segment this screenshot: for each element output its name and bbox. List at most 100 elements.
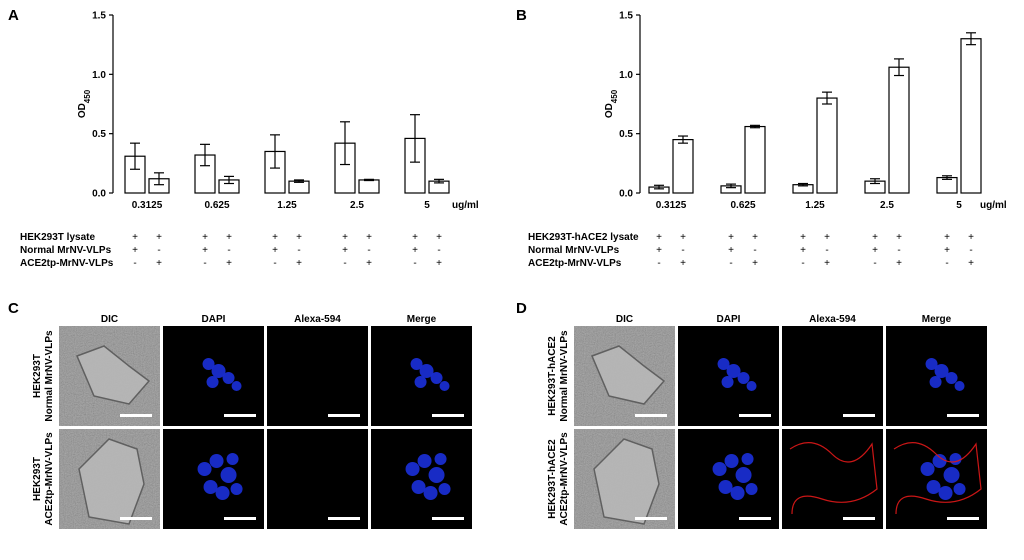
micrograph-alexa [267, 326, 368, 426]
micrograph-merge [371, 429, 472, 529]
nucleus [411, 480, 426, 494]
nucleus [226, 453, 239, 465]
micrograph-dic [574, 429, 675, 529]
scale-bar [224, 414, 256, 417]
nucleus [423, 486, 438, 500]
condition-sign: - [157, 245, 160, 256]
x-tick-label: 5 [956, 200, 962, 211]
scale-bar [843, 414, 875, 417]
micrograph-merge [371, 326, 472, 426]
cell-outline [593, 438, 660, 525]
condition-sign: - [133, 258, 136, 269]
micrograph-dapi [163, 429, 264, 529]
nucleus [438, 483, 451, 495]
nucleus [202, 358, 215, 370]
bar [960, 38, 982, 194]
scale-bar [328, 414, 360, 417]
column-header-merge: Merge [407, 314, 437, 325]
nucleus [934, 364, 949, 378]
y-tick-label: 1.0 [619, 70, 633, 81]
bar [672, 139, 694, 194]
nucleus [945, 372, 958, 384]
column-header-merge: Merge [922, 314, 952, 325]
x-tick-label: 0.3125 [656, 200, 687, 211]
condition-sign: + [680, 232, 686, 243]
condition-sign: + [728, 232, 734, 243]
row-label: HEK293TACE2tp-MrNV-VLPs [32, 432, 55, 526]
condition-sign: + [752, 232, 758, 243]
condition-sign: + [944, 232, 950, 243]
scale-bar [635, 414, 667, 417]
bar [888, 66, 910, 194]
nucleus [926, 480, 941, 494]
nucleus [203, 480, 218, 494]
nucleus [434, 453, 447, 465]
condition-sign: + [342, 232, 348, 243]
nucleus [932, 454, 947, 468]
nucleus [737, 372, 750, 384]
condition-sign: + [656, 245, 662, 256]
condition-sign: + [944, 245, 950, 256]
image-background [371, 326, 472, 426]
condition-sign: - [343, 258, 346, 269]
condition-sign: + [272, 245, 278, 256]
nucleus [954, 381, 965, 391]
condition-sign: - [825, 245, 828, 256]
condition-label: HEK293T lysate [20, 232, 95, 243]
column-header-dic: DIC [101, 314, 118, 325]
condition-sign: + [800, 232, 806, 243]
condition-sign: + [412, 232, 418, 243]
condition-sign: + [656, 232, 662, 243]
cell-outline [78, 438, 145, 525]
micrograph-alexa [782, 429, 883, 529]
condition-sign: + [968, 258, 974, 269]
nucleus [920, 462, 935, 476]
condition-sign: + [800, 245, 806, 256]
condition-sign: + [728, 245, 734, 256]
condition-label: HEK293T-hACE2 lysate [528, 232, 639, 243]
x-tick-label: 0.625 [204, 200, 229, 211]
nucleus [726, 364, 741, 378]
condition-label: Normal MrNV-VLPs [20, 245, 112, 256]
image-background [782, 326, 883, 426]
row-label: HEK293T-hACE2ACE2tp-MrNV-VLPs [547, 432, 570, 526]
scale-bar [635, 517, 667, 520]
image-background [163, 326, 264, 426]
membrane-signal [789, 442, 878, 515]
micrograph-dapi [678, 326, 779, 426]
panel-label-a: A [8, 7, 19, 24]
nucleus [419, 364, 434, 378]
condition-sign: + [436, 232, 442, 243]
nucleus [197, 462, 212, 476]
y-tick-label: 0.5 [92, 129, 106, 140]
condition-sign: - [367, 245, 370, 256]
scale-bar [432, 414, 464, 417]
column-header-dapi: DAPI [717, 314, 741, 325]
nucleus [712, 462, 727, 476]
condition-sign: + [968, 232, 974, 243]
nucleus [741, 453, 754, 465]
micrograph-merge [886, 326, 987, 426]
condition-sign: + [202, 245, 208, 256]
condition-sign: - [729, 258, 732, 269]
column-header-alexa: Alexa-594 [809, 314, 856, 325]
condition-sign: + [680, 258, 686, 269]
scale-bar [328, 517, 360, 520]
chart-a: 0.0 0.5 1.0 1.5 OD450 0.3125 + + + - - +0.625 + + + - - +… [20, 11, 479, 270]
micrograph-dic [574, 326, 675, 426]
x-tick-label: 2.5 [880, 200, 894, 211]
nucleus [215, 486, 230, 500]
column-header-alexa: Alexa-594 [294, 314, 341, 325]
condition-sign: + [366, 232, 372, 243]
condition-sign: + [896, 232, 902, 243]
scale-bar [224, 517, 256, 520]
condition-label: Normal MrNV-VLPs [528, 245, 620, 256]
y-tick-label: 1.5 [92, 11, 106, 22]
condition-sign: + [132, 245, 138, 256]
nucleus [222, 372, 235, 384]
scale-bar [947, 414, 979, 417]
condition-sign: + [896, 258, 902, 269]
y-tick-label: 0.0 [619, 189, 633, 200]
column-header-dapi: DAPI [202, 314, 226, 325]
